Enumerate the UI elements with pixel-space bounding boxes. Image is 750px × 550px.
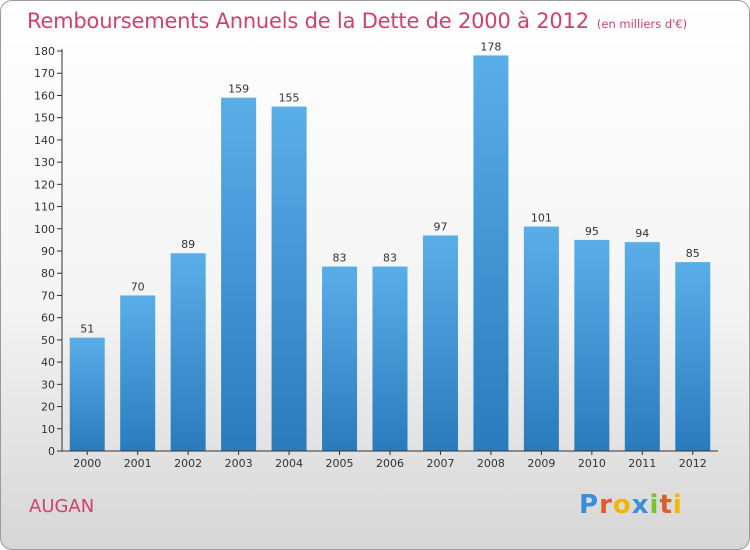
y-tick-label: 30 <box>41 378 55 391</box>
x-tick-label-2004: 2004 <box>275 457 303 470</box>
y-tick-label: 40 <box>41 356 55 369</box>
bar-2009 <box>523 226 559 451</box>
logo-letter: r <box>599 490 613 520</box>
x-tick-label-2007: 2007 <box>426 457 454 470</box>
logo-letter: t <box>659 490 673 520</box>
bar-2005 <box>322 266 358 451</box>
data-label-2011: 94 <box>635 227 649 240</box>
y-tick-label: 170 <box>34 67 55 80</box>
x-tick-label-2011: 2011 <box>628 457 656 470</box>
logo-letter: i <box>649 490 660 520</box>
y-tick-label: 0 <box>48 445 55 458</box>
data-label-2009: 101 <box>531 212 552 225</box>
y-tick-label: 80 <box>41 267 55 280</box>
x-tick-label-2010: 2010 <box>578 457 606 470</box>
x-tick-label-2009: 2009 <box>527 457 555 470</box>
x-tick-label-2008: 2008 <box>477 457 505 470</box>
bar-2007 <box>422 235 458 451</box>
bars: 51 70 89 159 155 83 83 97 178 101 95 94 85 <box>69 40 711 452</box>
y-tick-label: 130 <box>34 156 55 169</box>
bar-2010 <box>574 239 610 451</box>
logo-letter: o <box>612 490 632 520</box>
data-label-2012: 85 <box>686 247 700 260</box>
data-label-2007: 97 <box>433 220 447 233</box>
bar-2002 <box>170 253 206 451</box>
bar-2004 <box>271 106 307 452</box>
logo-letter: P <box>579 490 600 520</box>
y-tick-label: 20 <box>41 401 55 414</box>
y-tick-label: 50 <box>41 334 55 347</box>
logo-letter: x <box>631 490 650 520</box>
y-tick-label: 60 <box>41 312 55 325</box>
data-label-2005: 83 <box>333 252 347 265</box>
data-label-2006: 83 <box>383 252 397 265</box>
data-label-2008: 178 <box>480 40 501 53</box>
bar-2012 <box>675 262 711 451</box>
x-tick-label-2006: 2006 <box>376 457 404 470</box>
data-label-2002: 89 <box>181 238 195 251</box>
y-tick-label: 150 <box>34 112 55 125</box>
x-tick-label-2002: 2002 <box>174 457 202 470</box>
x-tick-label-2003: 2003 <box>225 457 253 470</box>
data-label-2003: 159 <box>228 83 249 96</box>
y-tick-label: 10 <box>41 423 55 436</box>
bar-2011 <box>624 242 660 451</box>
chart-title: Remboursements Annuels de la Dette de 20… <box>27 9 687 33</box>
y-axis: 0 10 20 30 40 50 60 70 80 90 100 110 120 130 140 150 160… <box>34 45 63 458</box>
data-label-2000: 51 <box>80 323 94 336</box>
x-tick-label-2012: 2012 <box>679 457 707 470</box>
y-tick-label: 70 <box>41 289 55 302</box>
x-tick-label-2000: 2000 <box>73 457 101 470</box>
y-tick-label: 90 <box>41 245 55 258</box>
x-tick-label-2001: 2001 <box>124 457 152 470</box>
x-axis: 2000 2001 2002 2003 2004 2005 2006 2007 2008 2009… <box>62 450 718 470</box>
data-label-2010: 95 <box>585 225 599 238</box>
bar-2003 <box>221 97 257 452</box>
y-tick-label: 120 <box>34 178 55 191</box>
y-tick-label: 160 <box>34 89 55 102</box>
bar-2001 <box>120 295 156 451</box>
x-tick-label-2005: 2005 <box>326 457 354 470</box>
bar-2006 <box>372 266 408 451</box>
bar-2008 <box>473 55 509 451</box>
data-label-2001: 70 <box>131 280 145 293</box>
y-tick-label: 100 <box>34 223 55 236</box>
proxiti-logo: Proxiti <box>579 490 683 520</box>
y-tick-label: 140 <box>34 134 55 147</box>
y-tick-label: 110 <box>34 201 55 214</box>
logo-letter: i <box>672 490 683 520</box>
location-label: AUGAN <box>29 496 95 517</box>
chart-subtitle: (en milliers d'€) <box>596 17 688 31</box>
chart-title-text: Remboursements Annuels de la Dette de 20… <box>27 9 589 33</box>
data-label-2004: 155 <box>279 92 300 105</box>
y-tick-label: 180 <box>34 45 55 58</box>
bar-2000 <box>69 337 105 451</box>
